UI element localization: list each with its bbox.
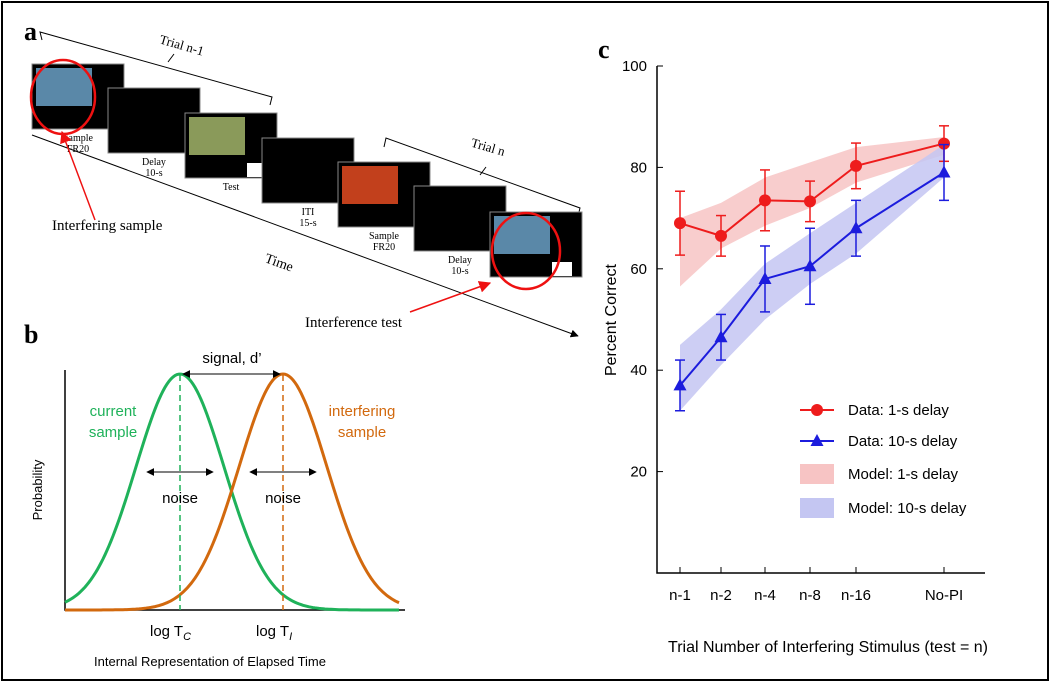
x-tick-label: n-4 xyxy=(754,587,776,604)
arrow xyxy=(409,281,492,313)
arrow xyxy=(60,130,96,221)
subscript: I xyxy=(289,631,292,643)
label: log T xyxy=(256,623,289,640)
y-axis-label: Probability xyxy=(30,459,45,520)
model-band xyxy=(680,136,944,287)
x-axis-label: Internal Representation of Elapsed Time xyxy=(94,654,326,669)
y-tick-label: 60 xyxy=(630,261,647,278)
legend-label: Model: 10-s delay xyxy=(848,500,967,517)
annotation: signal, d’ xyxy=(202,350,261,367)
x-tick-label: n-8 xyxy=(799,587,821,604)
screen-label: Test xyxy=(223,182,240,193)
series-line xyxy=(679,171,945,387)
marker xyxy=(850,159,862,172)
marker xyxy=(674,217,686,230)
screen-label: 15-s xyxy=(299,218,316,229)
legend-label: Data: 1-s delay xyxy=(848,402,949,419)
trial-label: Trial n xyxy=(469,135,507,159)
annotation: current xyxy=(90,403,138,420)
marker xyxy=(937,165,951,178)
screen-label: Test xyxy=(528,267,545,278)
panel-b: b Probability Internal Representation of… xyxy=(24,320,405,669)
y-tick-label: 40 xyxy=(630,362,647,379)
screen-label: FR20 xyxy=(67,144,89,155)
bracket xyxy=(39,31,273,106)
annotation: interfering xyxy=(329,403,396,420)
marker xyxy=(804,195,816,208)
stimulus-image xyxy=(36,68,92,106)
screen-label: Delay xyxy=(448,255,472,266)
tick-label: log TI xyxy=(256,623,292,643)
stimulus-image xyxy=(189,117,245,155)
x-tick-label: n-2 xyxy=(710,587,732,604)
series-line xyxy=(679,142,945,237)
screen-label: Sample xyxy=(369,231,400,242)
marker xyxy=(758,271,772,284)
marker xyxy=(938,137,950,150)
stimulus-image xyxy=(494,216,550,254)
legend-swatch xyxy=(800,464,834,484)
marker xyxy=(714,330,728,343)
screen-label: 10-s xyxy=(145,168,162,179)
y-tick-label: 100 xyxy=(622,58,647,75)
curve xyxy=(65,372,400,612)
x-tick-label: n-16 xyxy=(841,587,871,604)
axes xyxy=(656,66,985,574)
annotation: sample xyxy=(89,424,137,441)
panel-a: a Time Trial n-1 Trial n SampleFR20Delay… xyxy=(24,17,583,338)
annotation: noise xyxy=(162,490,198,507)
highlight xyxy=(490,211,562,291)
marker xyxy=(715,229,727,242)
time-label: Time xyxy=(263,251,295,275)
panel-letter: c xyxy=(598,35,610,64)
screen-label: 10-s xyxy=(451,266,468,277)
tick-label: log TC xyxy=(150,623,191,643)
model-band xyxy=(680,144,944,411)
label: log T xyxy=(150,623,183,640)
panel-letter: a xyxy=(24,17,37,46)
annotation: Interference test xyxy=(305,315,403,331)
legend-swatch xyxy=(800,498,834,518)
legend-label: Model: 1-s delay xyxy=(848,466,959,483)
x-axis-label: Trial Number of Interfering Stimulus (te… xyxy=(668,639,988,656)
y-axis-label: Percent Correct xyxy=(603,263,620,376)
screen-label: Delay xyxy=(142,157,166,168)
marker xyxy=(849,221,863,234)
annotation: sample xyxy=(338,424,386,441)
marker xyxy=(803,259,817,272)
time-axis xyxy=(31,134,579,338)
screen-label: ITI xyxy=(302,207,315,218)
annotation: Interfering sample xyxy=(52,218,163,234)
panel-letter: b xyxy=(24,320,38,349)
screen-label: FR20 xyxy=(373,242,395,253)
stimulus-image xyxy=(342,166,398,204)
legend-label: Data: 10-s delay xyxy=(848,433,958,450)
annotation: noise xyxy=(265,490,301,507)
y-tick-label: 20 xyxy=(630,464,647,481)
x-tick-label: n-1 xyxy=(669,587,691,604)
marker xyxy=(673,378,687,391)
y-tick-label: 80 xyxy=(630,159,647,176)
trial-label: Trial n-1 xyxy=(158,32,206,59)
x-tick-label: No-PI xyxy=(925,587,963,604)
marker xyxy=(811,404,823,416)
subscript: C xyxy=(183,631,191,643)
marker xyxy=(810,434,824,446)
panel-c: c Percent Correct Trial Number of Interf… xyxy=(598,35,988,656)
screen-label: Sample xyxy=(63,133,94,144)
marker xyxy=(759,194,771,207)
